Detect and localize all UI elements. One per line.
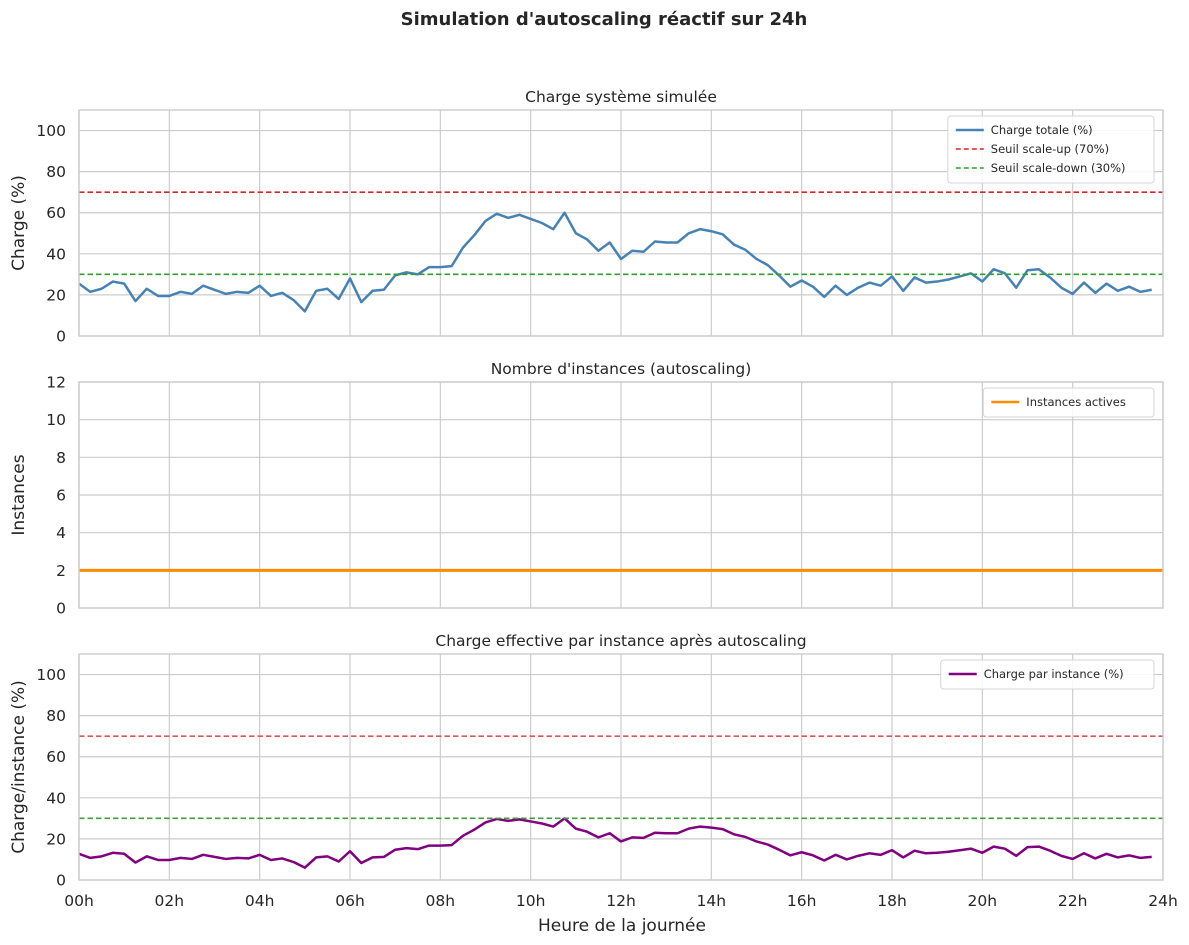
- x-tick-label: 04h: [245, 892, 275, 910]
- y-tick-label: 20: [46, 286, 66, 304]
- panel-title: Nombre d'instances (autoscaling): [491, 360, 752, 378]
- y-tick-label: 10: [46, 411, 66, 429]
- x-tick-label: 08h: [426, 892, 456, 910]
- series-line: [78, 211, 1152, 313]
- legend-label: Charge par instance (%): [984, 667, 1124, 681]
- y-tick-label: 0: [56, 600, 66, 618]
- panel-1: Charge système simulée 0 20 40 60 80 100 Charge…: [9, 88, 1164, 346]
- y-tick-label: 100: [36, 122, 66, 140]
- x-tick-label: 20h: [968, 892, 998, 910]
- y-tick-label: 8: [56, 449, 66, 467]
- y-axis-label: Charge/instance (%): [9, 680, 29, 854]
- series-line: [78, 817, 1152, 869]
- y-tick-label: 2: [56, 562, 66, 580]
- legend-label: Seuil scale-up (70%): [991, 142, 1109, 156]
- y-tick-label: 0: [56, 328, 66, 346]
- panel-3: Charge effective par instance après auto…: [9, 632, 1178, 910]
- y-tick-label: 6: [56, 487, 66, 505]
- legend-label: Charge totale (%): [991, 123, 1093, 137]
- legend-label: Instances actives: [1026, 395, 1126, 409]
- legend-box: [982, 387, 1155, 418]
- x-tick-label: 16h: [787, 892, 817, 910]
- y-tick-label: 4: [56, 524, 66, 542]
- legend: Charge par instance (%): [940, 659, 1155, 690]
- y-tick-label: 40: [46, 789, 66, 807]
- y-tick-label: 20: [46, 830, 66, 848]
- x-tick-label: 14h: [697, 892, 727, 910]
- x-tick-label: 00h: [64, 892, 94, 910]
- y-tick-label: 100: [36, 666, 66, 684]
- legend-box: [947, 115, 1155, 184]
- y-tick-label: 80: [46, 707, 66, 725]
- panel-2: Nombre d'instances (autoscaling) 0 2 4 6 8 10 1…: [9, 360, 1164, 618]
- x-tick-label: 24h: [1148, 892, 1178, 910]
- y-axis-label: Instances: [9, 454, 29, 535]
- legend-label: Seuil scale-down (30%): [991, 161, 1126, 175]
- y-tick-label: 60: [46, 204, 66, 222]
- panel-title: Charge système simulée: [525, 88, 717, 106]
- x-tick-label: 10h: [516, 892, 546, 910]
- x-tick-label: 02h: [155, 892, 185, 910]
- plot-frame: [78, 381, 1164, 609]
- y-tick-label: 12: [46, 374, 66, 392]
- y-axis-label: Charge (%): [9, 175, 29, 271]
- y-tick-label: 80: [46, 163, 66, 181]
- legend-box: [940, 659, 1155, 690]
- panels: Charge système simulée020406080100Charge…: [9, 88, 1178, 910]
- y-tick-label: 60: [46, 748, 66, 766]
- chart-suptitle: Simulation d'autoscaling réactif sur 24h: [401, 9, 808, 30]
- legend: Instances actives: [982, 387, 1155, 418]
- x-tick-label: 12h: [606, 892, 636, 910]
- legend: Charge totale (%) Seuil scale-up (70%) Seu…: [947, 115, 1155, 184]
- y-tick-label: 40: [46, 245, 66, 263]
- x-tick-label: 22h: [1058, 892, 1088, 910]
- plot-frame: [78, 109, 1164, 337]
- x-axis-label: Heure de la journée: [538, 916, 706, 936]
- panel-title: Charge effective par instance après auto…: [435, 632, 806, 650]
- x-tick-label: 06h: [335, 892, 365, 910]
- x-tick-label: 18h: [877, 892, 907, 910]
- plot-frame: [78, 653, 1164, 881]
- y-tick-label: 0: [56, 872, 66, 890]
